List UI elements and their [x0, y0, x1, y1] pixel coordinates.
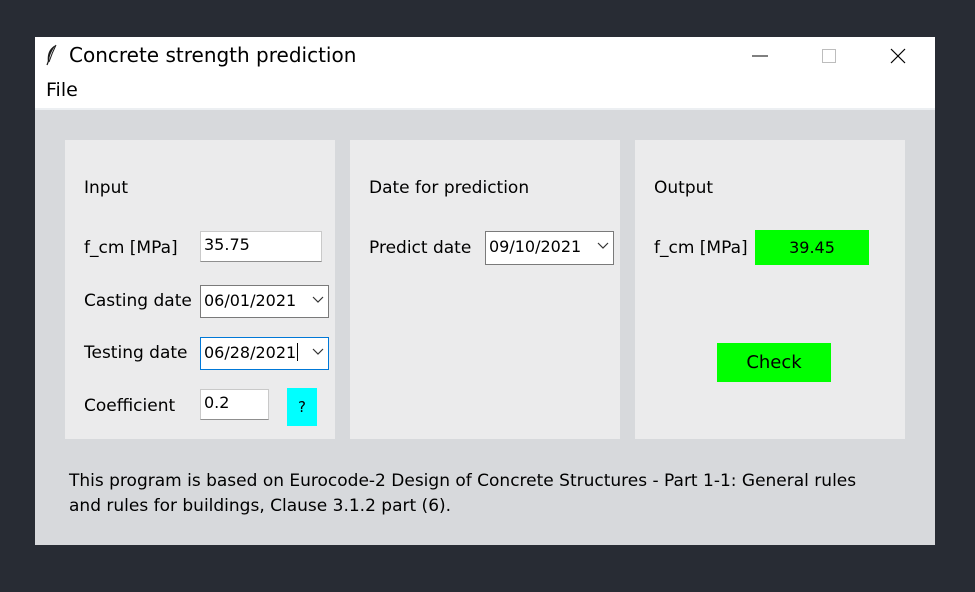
predict-date-label: Predict date: [369, 238, 472, 258]
app-window: Concrete strength prediction File Input …: [35, 37, 935, 545]
title-bar[interactable]: Concrete strength prediction: [35, 37, 935, 74]
help-button[interactable]: ?: [287, 388, 317, 426]
chevron-down-icon: [597, 242, 609, 249]
close-button[interactable]: [875, 37, 921, 74]
prediction-heading: Date for prediction: [369, 178, 530, 198]
chevron-down-icon: [312, 348, 324, 355]
prediction-panel: Date for prediction Predict date 09/10/2…: [350, 140, 620, 439]
minimize-button[interactable]: [737, 37, 783, 74]
predict-date-select[interactable]: 09/10/2021: [485, 231, 614, 265]
input-panel: Input f_cm [MPa] 35.75 Casting date 06/0…: [65, 140, 335, 439]
fcm-input[interactable]: 35.75: [200, 231, 322, 262]
testing-date-label: Testing date: [84, 343, 188, 363]
testing-date-select[interactable]: 06/28/2021: [200, 337, 329, 370]
casting-date-select[interactable]: 06/01/2021: [200, 285, 329, 318]
testing-date-value: 06/28/2021: [204, 343, 297, 362]
maximize-button[interactable]: [806, 37, 852, 74]
close-icon: [890, 48, 906, 64]
output-panel: Output f_cm [MPa] 39.45 Check: [635, 140, 905, 439]
chevron-down-icon: [312, 296, 324, 303]
casting-date-label: Casting date: [84, 291, 192, 311]
check-button[interactable]: Check: [717, 343, 831, 382]
feather-icon: [44, 44, 60, 66]
menu-file[interactable]: File: [46, 79, 78, 101]
output-heading: Output: [654, 178, 714, 198]
output-fcm-label: f_cm [MPa]: [654, 238, 748, 258]
minimize-icon: [752, 55, 768, 57]
fcm-result: 39.45: [755, 230, 869, 265]
maximize-icon: [822, 49, 836, 63]
casting-date-value: 06/01/2021: [204, 291, 297, 310]
text-caret: [297, 343, 299, 361]
coefficient-input[interactable]: 0.2: [200, 389, 269, 420]
footnote-text: This program is based on Eurocode-2 Desi…: [69, 471, 857, 516]
window-title: Concrete strength prediction: [69, 43, 357, 67]
input-heading: Input: [84, 178, 129, 198]
coefficient-label: Coefficient: [84, 396, 176, 416]
fcm-label: f_cm [MPa]: [84, 238, 178, 258]
menu-bar: File: [35, 74, 935, 110]
predict-date-value: 09/10/2021: [489, 237, 582, 256]
